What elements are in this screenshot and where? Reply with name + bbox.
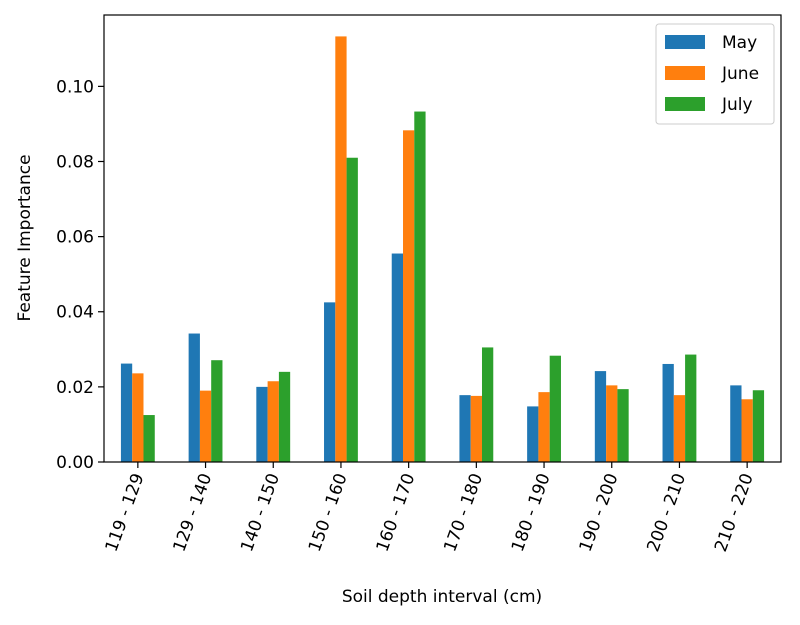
bar-june-2	[267, 381, 279, 462]
bar-may-8	[662, 363, 674, 462]
bar-july-6	[549, 355, 561, 462]
y-tick-label: 0.02	[56, 378, 94, 398]
bar-june-7	[606, 385, 618, 462]
y-tick-label: 0.06	[56, 228, 94, 248]
legend-label-may: May	[722, 33, 757, 53]
bar-june-3	[335, 36, 347, 462]
bar-may-4	[391, 253, 404, 462]
legend-label-july: July	[721, 95, 753, 115]
bar-may-3	[324, 302, 336, 462]
x-tick-label: 180 - 190	[508, 471, 555, 555]
y-tick-label: 0.08	[56, 152, 94, 172]
bar-june-4	[403, 130, 415, 462]
y-axis: 0.00 0.02 0.04 0.06 0.08 0.10	[56, 77, 104, 473]
y-tick-label: 0.00	[56, 453, 94, 473]
y-tick-label: 0.04	[56, 303, 94, 323]
bar-june-8	[673, 395, 686, 462]
bar-may-0	[120, 363, 133, 462]
bar-june-0	[132, 373, 144, 462]
bar-may-9	[730, 385, 742, 462]
x-tick-label: 119 - 129	[102, 471, 149, 555]
bar-may-6	[527, 406, 539, 462]
x-axis: 119 - 129 129 - 140 140 - 150 150 - 160 160 …	[102, 462, 758, 555]
legend-swatch-may	[665, 35, 705, 49]
x-tick-label: 210 - 220	[711, 471, 758, 555]
x-tick-label: 160 - 170	[373, 471, 420, 555]
bars-group	[120, 36, 765, 463]
bar-july-8	[685, 354, 697, 462]
legend-swatch-july	[665, 97, 705, 111]
bar-june-1	[199, 390, 212, 462]
x-tick-label: 140 - 150	[237, 471, 284, 555]
bar-july-5	[481, 347, 494, 462]
x-axis-title: Soil depth interval (cm)	[342, 587, 542, 607]
x-tick-label: 200 - 210	[643, 471, 690, 555]
legend: May June July	[655, 23, 775, 125]
x-tick-label: 150 - 160	[305, 471, 352, 555]
bar-may-7	[594, 371, 607, 462]
bar-july-2	[278, 371, 291, 462]
bar-may-5	[459, 395, 471, 462]
plot-frame	[103, 14, 782, 463]
bar-may-2	[256, 386, 268, 462]
x-tick-label: 170 - 180	[440, 471, 487, 555]
bar-june-9	[741, 399, 753, 462]
legend-swatch-june	[665, 66, 705, 80]
y-tick-label: 0.10	[56, 77, 94, 97]
bar-july-7	[617, 389, 629, 462]
bar-june-5	[470, 395, 482, 462]
legend-label-june: June	[721, 64, 759, 84]
x-tick-label: 190 - 200	[576, 471, 623, 555]
bar-july-9	[752, 390, 765, 462]
bar-may-1	[188, 333, 200, 462]
x-tick-label: 129 - 140	[170, 471, 217, 555]
bar-july-4	[414, 111, 426, 462]
bar-june-6	[538, 392, 550, 462]
bar-july-0	[143, 415, 155, 462]
y-axis-title: Feature Importance	[15, 154, 35, 321]
bar-july-3	[346, 157, 358, 463]
bar-july-1	[211, 360, 223, 462]
